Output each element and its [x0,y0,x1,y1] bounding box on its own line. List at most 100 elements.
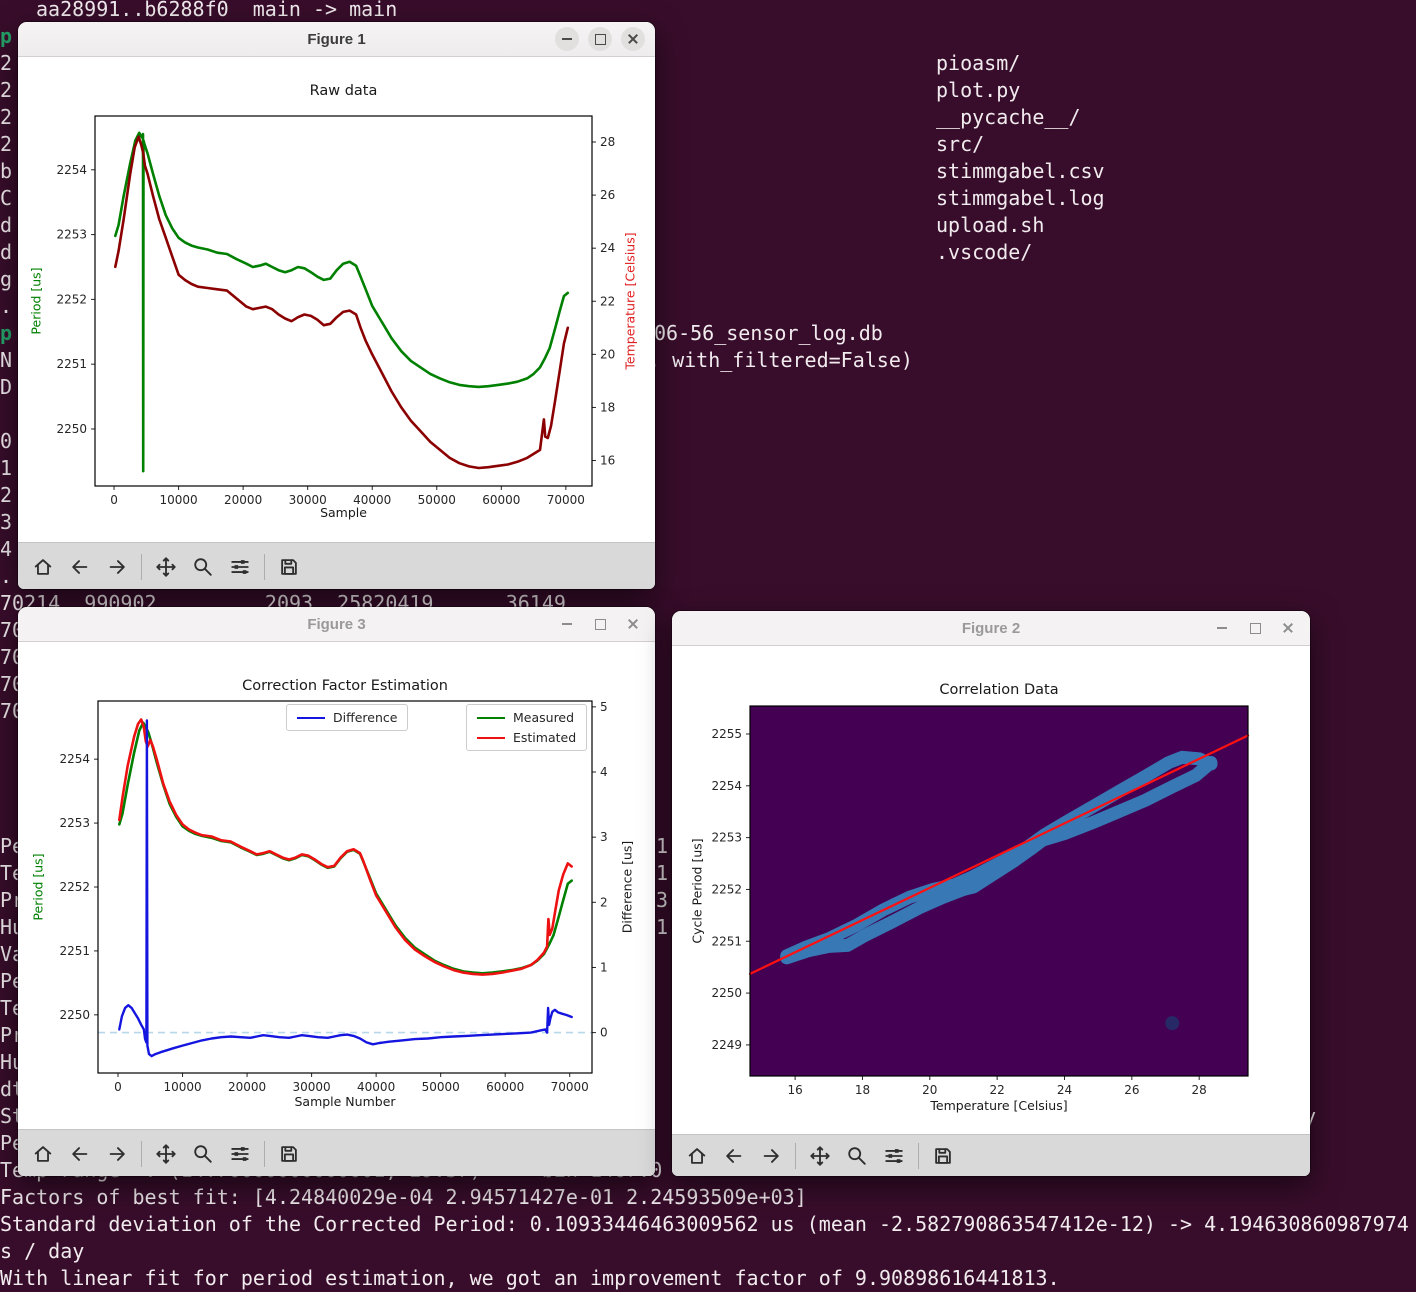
window-figure-1[interactable]: Figure 1 0 10000 20000 30000 40000 50000 60000… [18,22,655,589]
pan-icon[interactable] [807,1143,833,1169]
terminal-text-fragment: 2 [0,51,13,75]
window-figure-2[interactable]: Figure 2 16 18 20 22 24 26 28 2249 2250 2251 2252 2… [672,611,1310,1176]
minimize-icon [1217,627,1227,629]
back-icon[interactable] [721,1143,747,1169]
maximize-button[interactable] [588,612,612,636]
titlebar[interactable]: Figure 3 [18,607,655,642]
terminal-text-fragment: C [0,186,13,210]
terminal-text-fragment: stimmgabel.log [936,186,1105,210]
subplots-icon[interactable] [227,1141,253,1167]
legend-box: Difference [286,704,409,731]
x-tick-label: 70000 [551,1080,589,1094]
close-button[interactable] [621,612,645,636]
terminal-text-fragment: 1 [656,915,669,939]
zoom-icon[interactable] [190,1141,216,1167]
x-tick-label: 30000 [293,1080,331,1094]
terminal-text-line: With linear fit for period estimation, w… [0,1266,1060,1290]
plot-toolbar [18,1129,655,1176]
y-tick-label: 2252 [711,882,742,896]
left-y-axis-label: Period [us] [30,853,46,921]
terminal-text-fragment: .vscode/ [936,240,1033,264]
series-measured [118,721,574,975]
terminal-text-line: Standard deviation of the Corrected Peri… [0,1212,1409,1236]
window-title: Figure 2 [961,619,1021,637]
y2-tick-label: 5 [600,700,608,714]
x-tick-label: 26 [1124,1083,1139,1097]
minimize-button[interactable] [555,612,579,636]
save-icon[interactable] [930,1143,956,1169]
terminal-text-fragment: stimmgabel.csv [936,159,1105,183]
back-icon[interactable] [67,554,93,580]
y-tick-label: 2251 [711,934,742,948]
x-tick-label: 30000 [289,493,327,507]
y-tick-label: 2252 [56,292,87,306]
figure-canvas[interactable]: 0 10000 20000 30000 40000 50000 60000 70000 2250… [18,57,655,542]
home-icon[interactable] [30,554,56,580]
zoom-icon[interactable] [190,554,216,580]
pan-icon[interactable] [153,1141,179,1167]
pan-icon[interactable] [153,554,179,580]
y-tick-label: 2253 [711,831,742,845]
figure-canvas[interactable]: 16 18 20 22 24 26 28 2249 2250 2251 2252 2253 2254 22… [672,646,1310,1134]
y-tick-label: 2251 [56,357,87,371]
window-title: Figure 1 [307,30,366,48]
series-estimated [118,718,574,976]
terminal-text-line: 06-56_sensor_log.db [654,321,883,345]
x-tick-label: 60000 [482,493,520,507]
forward-icon[interactable] [104,1141,130,1167]
y2-tick-label: 16 [600,454,615,468]
titlebar[interactable]: Figure 1 [18,22,655,57]
x-tick-label: 28 [1192,1083,1207,1097]
terminal-text-fragment: D [0,375,13,399]
maximize-button[interactable] [1243,616,1267,640]
close-icon [627,33,639,45]
save-icon[interactable] [276,1141,302,1167]
legend-label: Difference [333,710,398,725]
figure-canvas[interactable]: 0 10000 20000 30000 40000 50000 60000 70000 2250… [18,642,655,1129]
subplots-icon[interactable] [881,1143,907,1169]
forward-icon[interactable] [758,1143,784,1169]
subplots-icon[interactable] [227,554,253,580]
y-tick-label: 2254 [56,163,87,177]
y-tick-label: 2251 [59,944,90,958]
plot-area[interactable]: 0 10000 20000 30000 40000 50000 60000 70000 2250… [18,642,655,1129]
series-temperature [114,135,570,470]
minimize-icon [562,623,572,625]
legend-entry: Difference [297,710,397,725]
terminal-text-fragment: 1 [0,456,13,480]
x-tick-label: 18 [855,1083,870,1097]
plot-area[interactable]: 16 18 20 22 24 26 28 2249 2250 2251 2252 2253 2254 22… [672,646,1310,1134]
titlebar[interactable]: Figure 2 [672,611,1310,646]
y2-tick-label: 4 [600,765,608,779]
minimize-button[interactable] [555,27,579,51]
close-button[interactable] [621,27,645,51]
x-axis-label: Temperature [Celsius] [930,1098,1068,1113]
zoom-icon[interactable] [844,1143,870,1169]
legend-line-swatch [477,716,505,719]
left-y-axis-label: Cycle Period [us] [689,838,705,944]
forward-icon[interactable] [104,554,130,580]
plot-toolbar [672,1134,1310,1176]
back-icon[interactable] [67,1141,93,1167]
plot-area[interactable]: 0 10000 20000 30000 40000 50000 60000 70000 2250… [18,57,655,542]
terminal-text-fragment: src/ [936,132,985,156]
toolbar-separator [141,553,142,580]
series-difference [118,719,573,1058]
save-icon[interactable] [276,554,302,580]
maximize-button[interactable] [588,27,612,51]
terminal-text-fragment: 2 [0,78,13,102]
toolbar-separator [264,553,265,580]
maximize-icon [594,618,606,630]
y2-tick-label: 2 [600,895,608,909]
x-axis-label: Sample Number [294,1094,396,1109]
right-y-axis-label: Temperature [Celsius] [622,232,638,370]
toolbar-separator [141,1140,142,1167]
home-icon[interactable] [30,1141,56,1167]
minimize-button[interactable] [1210,616,1234,640]
terminal-text-line: s / day [0,1239,85,1263]
maximize-icon [594,33,606,45]
y2-tick-label: 1 [600,960,608,974]
window-figure-3[interactable]: Figure 3 0 10000 20000 30000 40000 50000 60000… [18,607,655,1176]
home-icon[interactable] [684,1143,710,1169]
close-button[interactable] [1276,616,1300,640]
